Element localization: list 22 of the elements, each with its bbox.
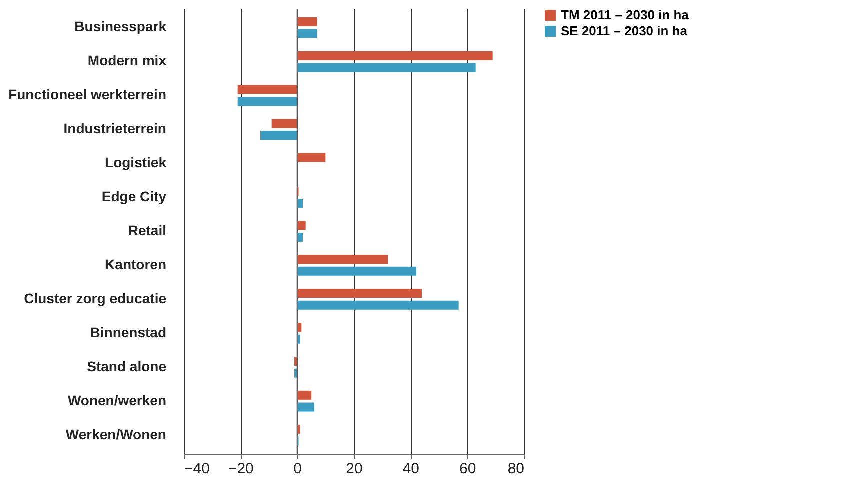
y-tick-label: Cluster zorg educatie [24,290,167,306]
x-tick-label: 60 [459,460,476,478]
y-tick-label: Businesspark [74,18,167,35]
y-tick-label: Functioneel werkterrein [8,86,166,103]
y-tick-label: Retail [128,222,166,238]
y-tick-label: Binnenstad [90,324,166,340]
legend-label: SE 2011 – 2030 in ha [561,24,688,38]
x-tick-label: 0 [294,460,302,478]
y-tick-label: Stand alone [87,358,167,374]
x-tick-label: −20 [228,460,254,478]
y-tick-label: Wonen/werken [68,392,166,408]
y-tick-label: Edge City [102,188,167,205]
x-tick-label: 80 [508,460,524,478]
x-tick-label: 20 [346,460,363,478]
y-tick-label: Logistiek [105,154,167,171]
y-tick-label: Modern mix [88,52,167,69]
y-tick-label: Kantoren [105,256,166,272]
y-tick-label: Industrieterrein [64,120,166,137]
legend-label: TM 2011 – 2030 in ha [561,8,690,22]
y-tick-label: Werken/Wonen [66,426,166,442]
x-tick-label: 40 [402,460,420,478]
x-tick-label: −40 [184,460,210,478]
